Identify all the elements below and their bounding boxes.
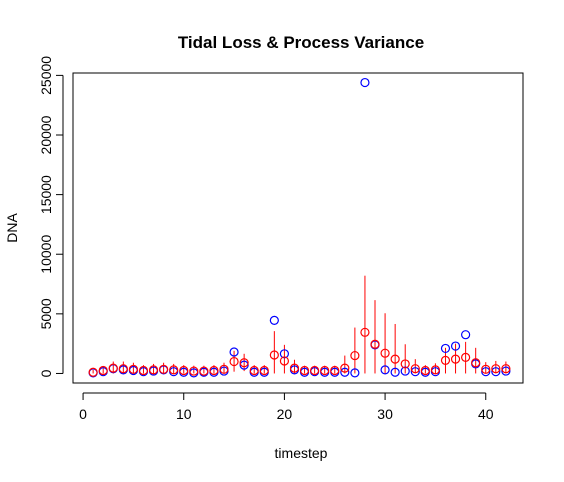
point-red [128, 364, 139, 374]
point-red [209, 365, 219, 376]
point-red [138, 365, 149, 376]
point-blue [410, 367, 420, 377]
point-blue [461, 330, 471, 340]
point-red [330, 365, 340, 376]
error-bars [92, 275, 507, 374]
x-tick-label: 20 [277, 406, 293, 422]
data-points [88, 77, 511, 378]
point-blue [279, 349, 290, 359]
point-red [239, 358, 249, 368]
point-red [430, 365, 441, 375]
point-red [229, 356, 239, 367]
point-red [108, 363, 118, 373]
point-red [118, 364, 128, 374]
point-red [400, 359, 410, 369]
y-tick-label: 5000 [38, 298, 54, 329]
y-tick-label: 0 [38, 369, 54, 377]
point-red [159, 364, 169, 374]
point-red [420, 365, 430, 376]
point-red [179, 365, 189, 376]
point-red [169, 365, 179, 375]
point-blue [380, 365, 390, 375]
point-blue [340, 367, 350, 377]
point-red [481, 364, 491, 374]
point-red [199, 366, 209, 376]
y-tick-label: 20000 [38, 115, 54, 154]
point-red [491, 364, 501, 374]
point-red [440, 355, 451, 365]
x-tick-label: 30 [377, 406, 393, 422]
point-red [370, 339, 380, 349]
point-red [299, 365, 310, 376]
x-tick-label: 10 [176, 406, 192, 422]
point-red [471, 358, 481, 368]
point-red [450, 354, 461, 364]
point-blue [269, 315, 279, 326]
chart-title: Tidal Loss & Process Variance [178, 33, 424, 52]
point-red [461, 352, 471, 362]
point-red [219, 364, 229, 374]
point-red [189, 366, 199, 376]
point-blue [360, 77, 370, 88]
point-red [410, 364, 420, 374]
point-blue [400, 366, 410, 376]
point-red [340, 363, 350, 373]
point-blue [501, 366, 511, 376]
point-red [249, 365, 259, 376]
y-axis-label: DNA [4, 213, 20, 243]
point-red [501, 364, 511, 374]
x-axis-label: timestep [275, 445, 328, 461]
point-red [269, 350, 279, 360]
point-blue [229, 347, 239, 357]
point-blue [239, 360, 249, 370]
point-blue [350, 368, 360, 378]
point-red [289, 363, 300, 373]
x-tick-label: 40 [478, 406, 494, 422]
point-blue [450, 341, 461, 351]
point-red [380, 348, 390, 358]
point-blue [481, 367, 491, 377]
point-red [310, 365, 320, 376]
point-red [88, 367, 98, 377]
point-blue [440, 343, 451, 354]
y-tick-label: 10000 [38, 235, 54, 274]
point-blue [390, 367, 400, 377]
x-axis: 0 10 20 30 40 [79, 392, 494, 422]
y-tick-label: 15000 [38, 175, 54, 214]
y-axis: 0 5000 10000 15000 20000 25000 [38, 56, 64, 377]
point-red [98, 365, 108, 376]
point-red [279, 356, 290, 366]
point-red [390, 354, 400, 364]
point-red [148, 365, 159, 375]
point-red [320, 365, 330, 376]
point-blue [491, 367, 501, 377]
point-red [360, 327, 370, 337]
plot-frame [72, 72, 524, 384]
x-tick-label: 0 [79, 406, 87, 422]
point-red [350, 350, 360, 361]
point-red [259, 365, 269, 376]
y-tick-label: 25000 [38, 56, 54, 95]
